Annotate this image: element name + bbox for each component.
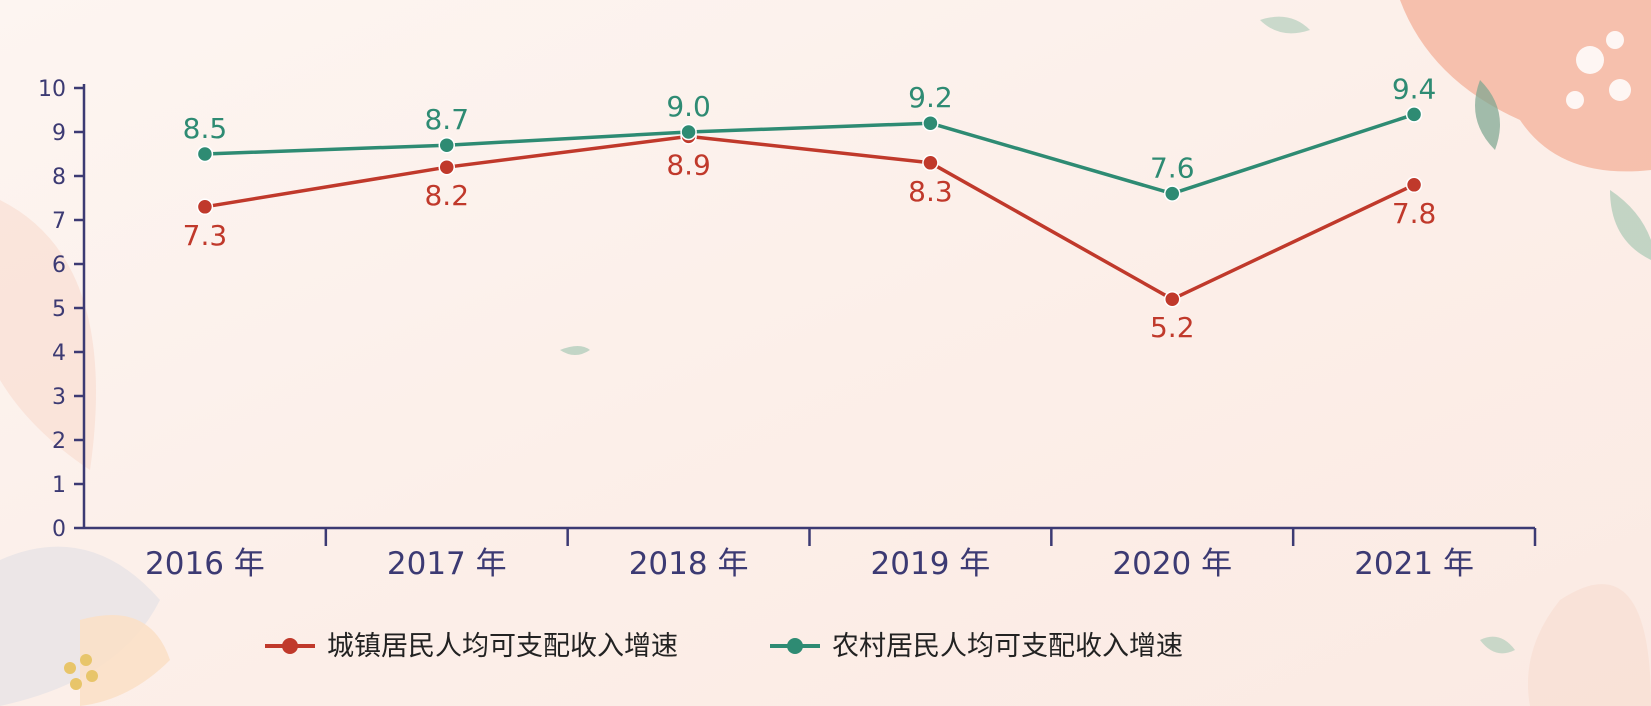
y-tick-label: 6 <box>52 253 66 278</box>
data-point <box>1164 290 1181 308</box>
y-tick-label: 0 <box>52 517 66 542</box>
legend: 城镇居民人均可支配收入增速 农村居民人均可支配收入增速 <box>265 631 1183 662</box>
data-point <box>922 154 939 172</box>
legend-label: 农村居民人均可支配收入增速 <box>832 631 1183 662</box>
data-point <box>922 114 939 132</box>
data-point <box>1405 106 1423 123</box>
data-label: 8.7 <box>424 103 469 136</box>
data-point <box>438 158 455 176</box>
y-tick-label: 1 <box>52 473 66 498</box>
legend-marker <box>787 638 803 654</box>
series-layer <box>196 106 1423 308</box>
data-label: 7.8 <box>1392 197 1437 230</box>
series-line-0 <box>204 134 1415 301</box>
x-tick-label: 2016 年 <box>145 546 265 582</box>
x-tick-label: 2017 年 <box>387 546 507 582</box>
data-label: 8.9 <box>666 148 711 181</box>
y-tick-label: 10 <box>38 77 66 102</box>
x-tick-label: 2019 年 <box>871 546 991 582</box>
series-line-1 <box>204 112 1415 196</box>
data-point <box>1164 185 1181 202</box>
x-tick-label: 2021 年 <box>1354 546 1474 582</box>
y-tick-label: 5 <box>52 297 66 322</box>
data-label: 8.3 <box>908 175 953 208</box>
y-tick-label: 3 <box>52 385 66 410</box>
y-tick-label: 7 <box>52 209 66 234</box>
x-tick-label: 2020 年 <box>1112 546 1232 582</box>
y-tick-label: 4 <box>52 341 66 366</box>
legend-marker <box>282 638 298 654</box>
data-point <box>196 198 214 216</box>
y-tick-label: 9 <box>52 121 66 146</box>
data-point <box>1405 176 1423 194</box>
data-point <box>438 136 455 154</box>
data-point <box>196 145 214 163</box>
x-tick-label: 2018 年 <box>629 546 749 582</box>
data-label: 9.0 <box>666 90 711 123</box>
y-tick-label: 2 <box>52 429 66 454</box>
data-label: 9.2 <box>908 81 953 114</box>
legend-label: 城镇居民人均可支配收入增速 <box>327 631 678 662</box>
y-tick-label: 8 <box>52 165 66 190</box>
data-label: 7.6 <box>1150 152 1195 185</box>
data-point <box>680 123 697 141</box>
axes: 0 1 2 3 4 5 6 7 8 9 10 2016 年 2017 年 2018 年 2019 年 2020… <box>38 77 1537 582</box>
data-label: 8.2 <box>424 179 469 212</box>
data-label: 5.2 <box>1150 311 1195 344</box>
data-label: 8.5 <box>183 112 228 145</box>
data-label: 9.4 <box>1392 72 1437 105</box>
data-label: 7.3 <box>183 219 228 252</box>
value-labels: 7.3 8.2 8.9 8.3 5.2 7.8 8.5 8.7 9.0 9.2 7.6 9.4 <box>183 72 1437 344</box>
